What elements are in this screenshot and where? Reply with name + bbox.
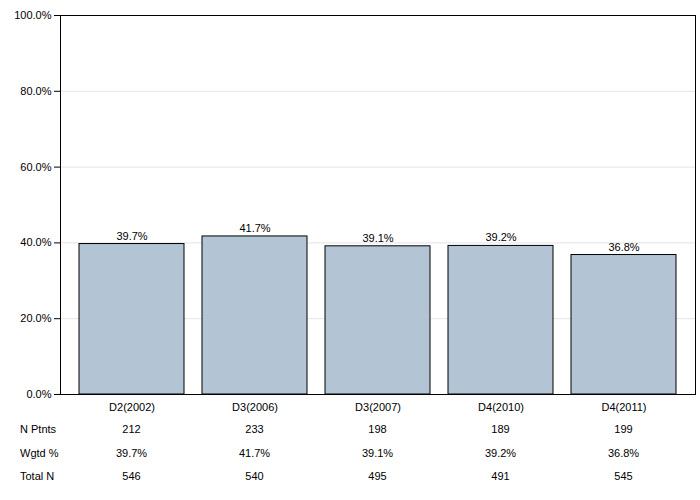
svg-text:60.0%: 60.0% [20, 161, 51, 173]
html-text:491: 491 [491, 470, 510, 482]
html-text:Total N: Total N [20, 470, 55, 482]
svg-text:36.8%: 36.8% [608, 241, 639, 253]
svg-text:80.0%: 80.0% [20, 85, 51, 97]
html-text:198: 198 [368, 423, 387, 435]
svg-text:39.7%: 39.7% [116, 230, 147, 242]
html-text:36.8%: 36.8% [607, 447, 640, 459]
html-text:545: 545 [614, 470, 633, 482]
html-text:N Ptnts: N Ptnts [20, 423, 57, 435]
svg-text:100.0%: 100.0% [14, 9, 52, 21]
html-text:Wgtd %: Wgtd % [20, 447, 59, 459]
html-text:546: 546 [122, 470, 141, 482]
html-text:39.1%: 39.1% [361, 447, 394, 459]
svg-text:20.0%: 20.0% [20, 312, 51, 324]
svg-text:D4(2010): D4(2010) [478, 401, 524, 413]
svg-text:D2(2002): D2(2002) [109, 401, 155, 413]
html-text:39.2%: 39.2% [484, 447, 517, 459]
html-text:495: 495 [368, 470, 387, 482]
svg-text:41.7%: 41.7% [239, 222, 270, 234]
html-text:189: 189 [491, 423, 510, 435]
svg-text:D3(2007): D3(2007) [355, 401, 401, 413]
svg-text:D4(2011): D4(2011) [601, 401, 646, 413]
html-text:540: 540 [245, 470, 264, 482]
html-text:41.7%: 41.7% [238, 447, 271, 459]
svg-text:40.0%: 40.0% [20, 236, 51, 248]
svg-text:D3(2006): D3(2006) [232, 401, 278, 413]
html-text:199: 199 [614, 423, 633, 435]
html-text:212: 212 [122, 423, 141, 435]
svg-text:39.2%: 39.2% [485, 231, 516, 243]
svg-text:39.1%: 39.1% [362, 232, 393, 244]
html-text:233: 233 [245, 423, 264, 435]
html-text:39.7%: 39.7% [115, 447, 148, 459]
svg-text:0.0%: 0.0% [26, 388, 51, 400]
